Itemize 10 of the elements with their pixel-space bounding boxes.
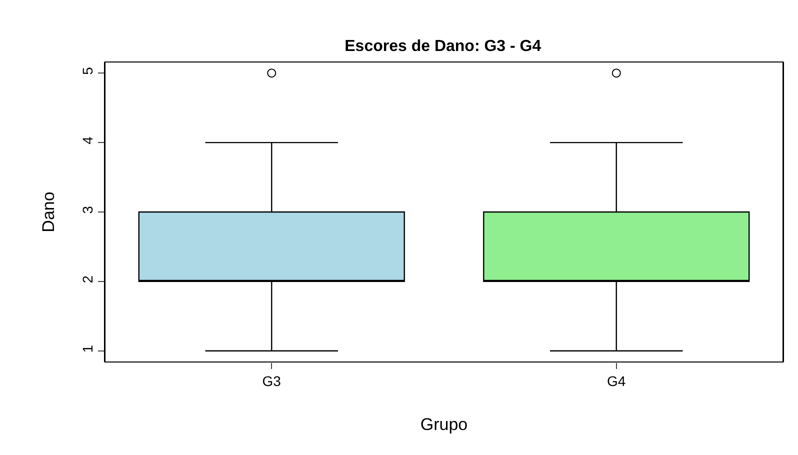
x-tick-label: G3 [262, 372, 282, 389]
y-axis-title: Dano [38, 192, 58, 232]
y-tick-label: 2 [79, 275, 96, 284]
y-tick-label: 3 [79, 206, 96, 214]
chart-title: Escores de Dano: G3 - G4 [344, 38, 542, 56]
y-tick-label: 1 [79, 344, 96, 353]
y-tick-label: 4 [79, 136, 96, 144]
x-axis-title: Grupo [420, 415, 468, 434]
y-tick-label: 5 [79, 66, 96, 75]
x-tick-label: G4 [607, 372, 626, 389]
